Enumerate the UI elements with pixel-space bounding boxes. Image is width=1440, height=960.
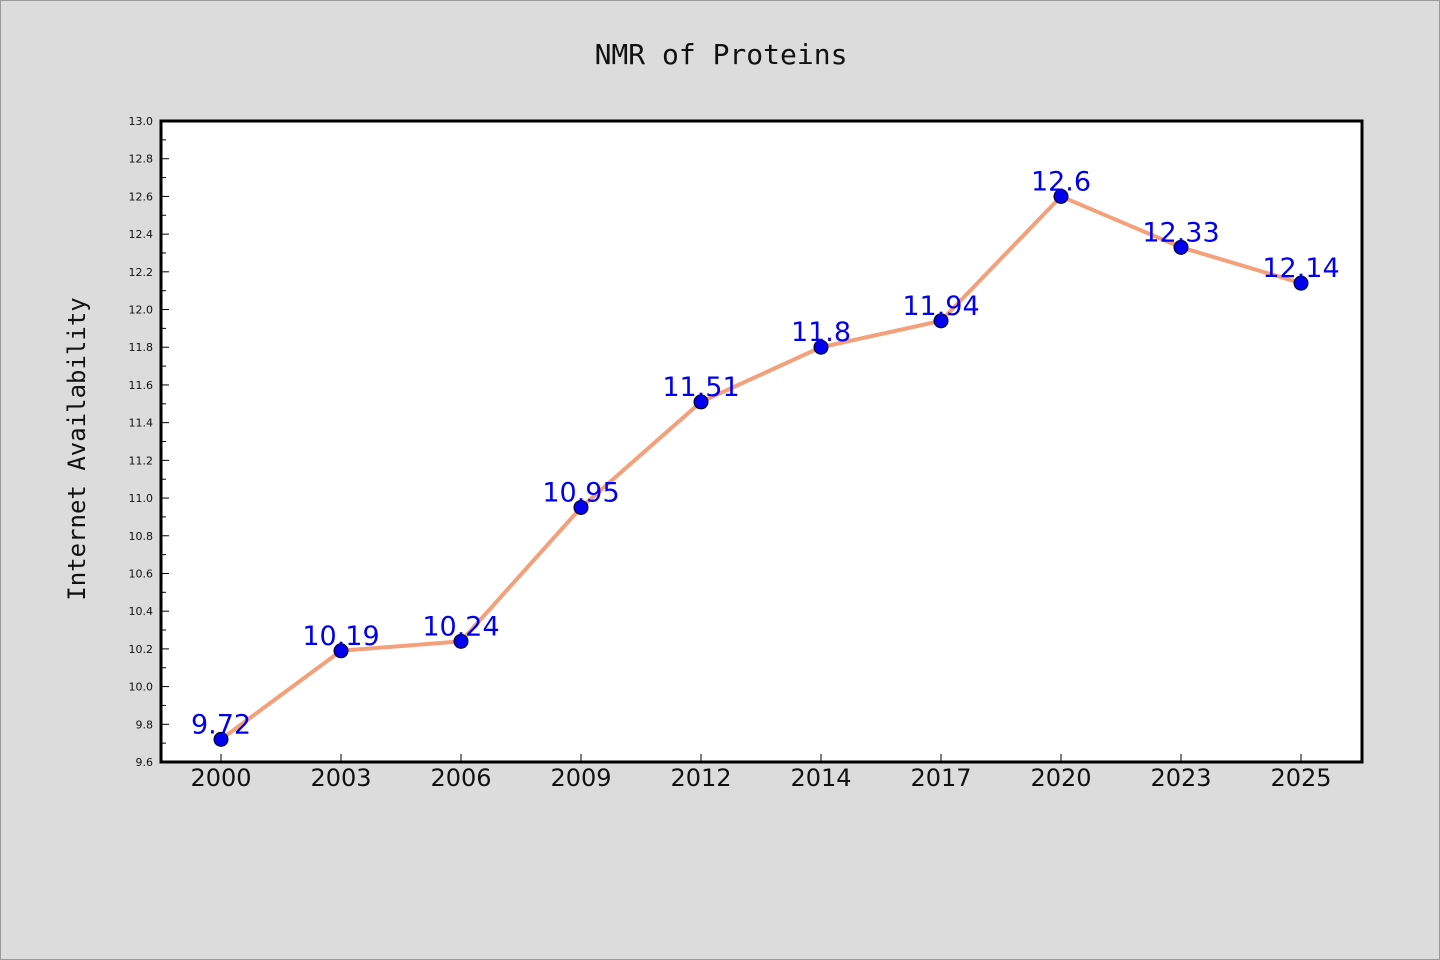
y-tick-label: 11.2 bbox=[129, 454, 154, 467]
data-label: 12.6 bbox=[1031, 166, 1091, 197]
data-label: 10.19 bbox=[302, 621, 379, 652]
x-tick-label: 2006 bbox=[430, 764, 491, 792]
x-tick-label: 2014 bbox=[790, 764, 851, 792]
data-point-marker bbox=[333, 643, 349, 659]
x-tick-label: 2012 bbox=[670, 764, 731, 792]
y-tick-label: 10.2 bbox=[129, 643, 154, 656]
y-tick-label: 11.6 bbox=[129, 379, 154, 392]
data-label: 9.72 bbox=[191, 709, 251, 740]
y-tick-label: 11.0 bbox=[129, 492, 154, 505]
y-tick-label: 11.4 bbox=[129, 417, 154, 430]
data-point-marker bbox=[1293, 275, 1309, 291]
y-tick-label: 10.0 bbox=[129, 681, 154, 694]
data-label: 10.24 bbox=[422, 611, 499, 642]
x-tick-label: 2023 bbox=[1150, 764, 1211, 792]
x-axis: 2000 2003 2006 2009 2012 2014 2017 2020 2023 2025 bbox=[190, 754, 1332, 792]
data-point-marker bbox=[453, 633, 469, 649]
y-tick-label: 9.8 bbox=[136, 718, 154, 731]
y-tick-label: 13.0 bbox=[129, 115, 154, 128]
data-label: 10.95 bbox=[542, 477, 619, 508]
data-point-marker bbox=[813, 339, 829, 355]
data-point-marker bbox=[933, 313, 949, 329]
y-tick-label: 12.8 bbox=[129, 153, 154, 166]
data-label: 12.33 bbox=[1142, 217, 1219, 248]
data-point-marker bbox=[693, 394, 709, 410]
data-label: 11.8 bbox=[791, 317, 851, 348]
data-label: 12.14 bbox=[1262, 253, 1339, 284]
y-axis: 9.6 9.8 10.0 10.2 10.4 10.6 10.8 11.0 11.2 11.4 11… bbox=[129, 115, 169, 769]
chart-title: NMR of Proteins bbox=[595, 38, 848, 71]
y-axis-label: Internet Availability bbox=[63, 297, 91, 600]
x-tick-label: 2009 bbox=[550, 764, 611, 792]
y-tick-label: 10.6 bbox=[129, 567, 154, 580]
data-point-marker bbox=[573, 499, 589, 515]
x-tick-label: 2020 bbox=[1030, 764, 1091, 792]
data-point-marker bbox=[213, 731, 229, 747]
data-label: 11.51 bbox=[662, 372, 739, 403]
data-point-marker bbox=[1173, 239, 1189, 255]
x-tick-label: 2000 bbox=[190, 764, 251, 792]
series-line bbox=[219, 194, 1302, 741]
plot-area bbox=[159, 119, 1364, 764]
y-tick-label: 11.8 bbox=[129, 341, 154, 354]
y-tick-label: 12.2 bbox=[129, 266, 154, 279]
y-tick-label: 9.6 bbox=[136, 756, 154, 769]
x-tick-label: 2003 bbox=[310, 764, 371, 792]
x-tick-label: 2017 bbox=[910, 764, 971, 792]
y-tick-label: 12.4 bbox=[129, 228, 154, 241]
y-tick-label: 12.6 bbox=[129, 190, 154, 203]
data-label: 11.94 bbox=[902, 291, 979, 322]
data-point-marker bbox=[1053, 188, 1069, 204]
series-group: 9.72 10.19 10.24 10.95 11.51 11.8 11.94 12.6 12.… bbox=[191, 166, 1340, 747]
y-tick-label: 12.0 bbox=[129, 304, 154, 317]
y-tick-label: 10.8 bbox=[129, 530, 154, 543]
x-tick-label: 2025 bbox=[1270, 764, 1331, 792]
y-tick-label: 10.4 bbox=[129, 605, 154, 618]
